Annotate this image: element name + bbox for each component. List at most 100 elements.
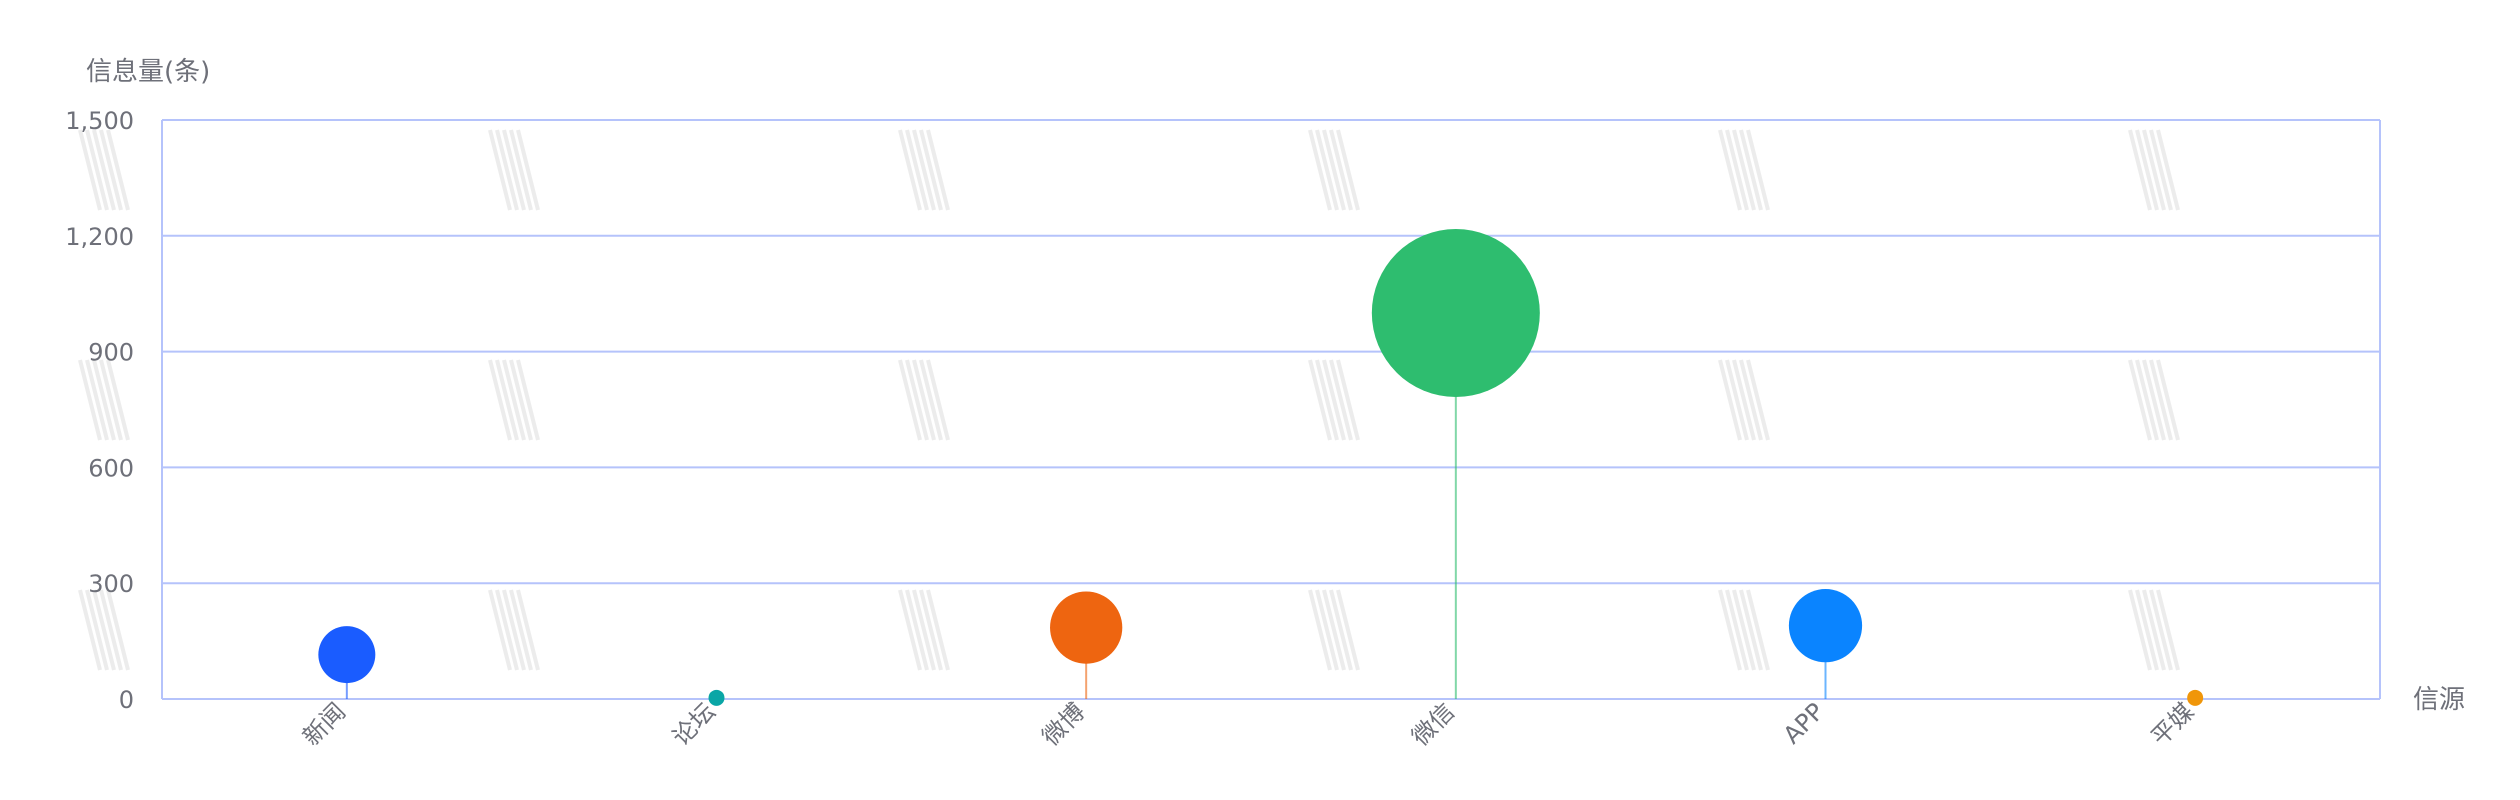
- watermark-logo: [2128, 129, 2180, 211]
- watermark-logo: [2128, 359, 2180, 441]
- watermark-logo-stroke: [502, 359, 526, 441]
- watermark-logo-stroke: [502, 589, 526, 671]
- watermark-logo: [898, 129, 950, 211]
- watermark-logo-stroke: [905, 129, 929, 211]
- watermark-layer: [78, 129, 2180, 671]
- watermark-logo-stroke: [919, 589, 943, 671]
- watermark-logo-stroke: [1739, 589, 1763, 671]
- watermark-logo-stroke: [502, 129, 526, 211]
- watermark-logo-stroke: [2149, 359, 2173, 441]
- grid: [161, 119, 2381, 700]
- y-axis-title: 信息量(条): [86, 57, 210, 87]
- watermark-logo-stroke: [488, 359, 512, 441]
- x-tick-label: APP: [1778, 697, 1830, 749]
- watermark-logo: [1308, 589, 1360, 671]
- data-point: [2187, 689, 2204, 706]
- watermark-logo-stroke: [106, 359, 130, 441]
- x-axis-ticks: 新闻 论坛 微博 微信 APP 平媒: [297, 697, 2199, 751]
- y-tick-label: 600: [88, 454, 134, 482]
- watermark-logo: [488, 129, 540, 211]
- watermark-logo-stroke: [912, 359, 936, 441]
- watermark-logo-stroke: [1308, 589, 1332, 671]
- watermark-logo-stroke: [495, 129, 519, 211]
- watermark-logo-stroke: [2128, 359, 2152, 441]
- watermark-logo-stroke: [1718, 129, 1742, 211]
- watermark-logo-stroke: [1739, 129, 1763, 211]
- watermark-logo-stroke: [1336, 359, 1360, 441]
- watermark-logo: [1718, 359, 1770, 441]
- x-axis-title: 信源: [2413, 685, 2465, 715]
- watermark-logo-stroke: [2135, 129, 2159, 211]
- watermark-logo-stroke: [919, 359, 943, 441]
- data-point: [1371, 229, 1540, 397]
- watermark-logo: [78, 359, 130, 441]
- watermark-logo-stroke: [1732, 129, 1756, 211]
- watermark-logo: [1718, 589, 1770, 671]
- watermark-logo: [1308, 359, 1360, 441]
- watermark-logo: [1308, 129, 1360, 211]
- watermark-logo-stroke: [1746, 359, 1770, 441]
- watermark-logo-stroke: [1315, 359, 1339, 441]
- watermark-logo-stroke: [2156, 129, 2180, 211]
- watermark-logo-stroke: [1315, 589, 1339, 671]
- y-tick-label: 1,200: [65, 223, 134, 251]
- watermark-logo-stroke: [1718, 589, 1742, 671]
- watermark-logo-stroke: [495, 359, 519, 441]
- watermark-logo-stroke: [919, 129, 943, 211]
- data-point: [1788, 589, 1863, 663]
- watermark-logo-stroke: [1725, 129, 1749, 211]
- watermark-logo-stroke: [1732, 359, 1756, 441]
- y-tick-label: 300: [88, 570, 134, 598]
- watermark-logo-stroke: [2135, 359, 2159, 441]
- y-tick-label: 900: [88, 339, 134, 367]
- chart: 信息量(条) 信源 0 300 600 900 1,200 1,500 新闻 论坛 微博 微信 A…: [65, 57, 2465, 751]
- watermark-logo-stroke: [85, 129, 109, 211]
- x-tick-label: 平媒: [2146, 697, 2200, 751]
- watermark-logo: [488, 589, 540, 671]
- watermark-logo-stroke: [92, 359, 116, 441]
- watermark-logo-stroke: [898, 589, 922, 671]
- watermark-logo-stroke: [488, 129, 512, 211]
- watermark-logo-stroke: [1746, 129, 1770, 211]
- x-tick-label: 微博: [1037, 697, 1091, 751]
- watermark-logo-stroke: [2128, 129, 2152, 211]
- watermark-logo-stroke: [1725, 589, 1749, 671]
- watermark-logo: [898, 359, 950, 441]
- x-tick-label: 微信: [1406, 697, 1460, 751]
- watermark-logo-stroke: [509, 359, 533, 441]
- watermark-logo-stroke: [1329, 589, 1353, 671]
- watermark-logo-stroke: [85, 359, 109, 441]
- watermark-logo-stroke: [99, 129, 123, 211]
- watermark-logo-stroke: [2128, 589, 2152, 671]
- y-tick-label: 1,500: [65, 107, 134, 135]
- watermark-logo-stroke: [912, 129, 936, 211]
- watermark-logo-stroke: [905, 359, 929, 441]
- watermark-logo-stroke: [516, 129, 540, 211]
- watermark-logo-stroke: [78, 129, 102, 211]
- watermark-logo-stroke: [516, 359, 540, 441]
- watermark-logo-stroke: [1308, 129, 1332, 211]
- watermark-logo-stroke: [1725, 359, 1749, 441]
- y-tick-label: 0: [119, 686, 134, 714]
- watermark-logo-stroke: [2156, 589, 2180, 671]
- lollipop-marks: [318, 229, 2204, 706]
- y-axis-ticks: 0 300 600 900 1,200 1,500: [65, 107, 134, 714]
- watermark-logo: [898, 589, 950, 671]
- watermark-logo-stroke: [926, 589, 950, 671]
- watermark-logo-stroke: [1308, 359, 1332, 441]
- watermark-logo-stroke: [1329, 359, 1353, 441]
- watermark-logo-stroke: [2149, 129, 2173, 211]
- watermark-logo-stroke: [1732, 589, 1756, 671]
- data-point: [318, 626, 376, 684]
- watermark-logo-stroke: [905, 589, 929, 671]
- watermark-logo-stroke: [898, 359, 922, 441]
- watermark-logo-stroke: [912, 589, 936, 671]
- watermark-logo-stroke: [516, 589, 540, 671]
- watermark-logo-stroke: [1336, 589, 1360, 671]
- watermark-logo-stroke: [509, 129, 533, 211]
- watermark-logo-stroke: [1336, 129, 1360, 211]
- watermark-logo-stroke: [78, 589, 102, 671]
- watermark-logo-stroke: [2142, 129, 2166, 211]
- watermark-logo-stroke: [2156, 359, 2180, 441]
- watermark-logo-stroke: [1739, 359, 1763, 441]
